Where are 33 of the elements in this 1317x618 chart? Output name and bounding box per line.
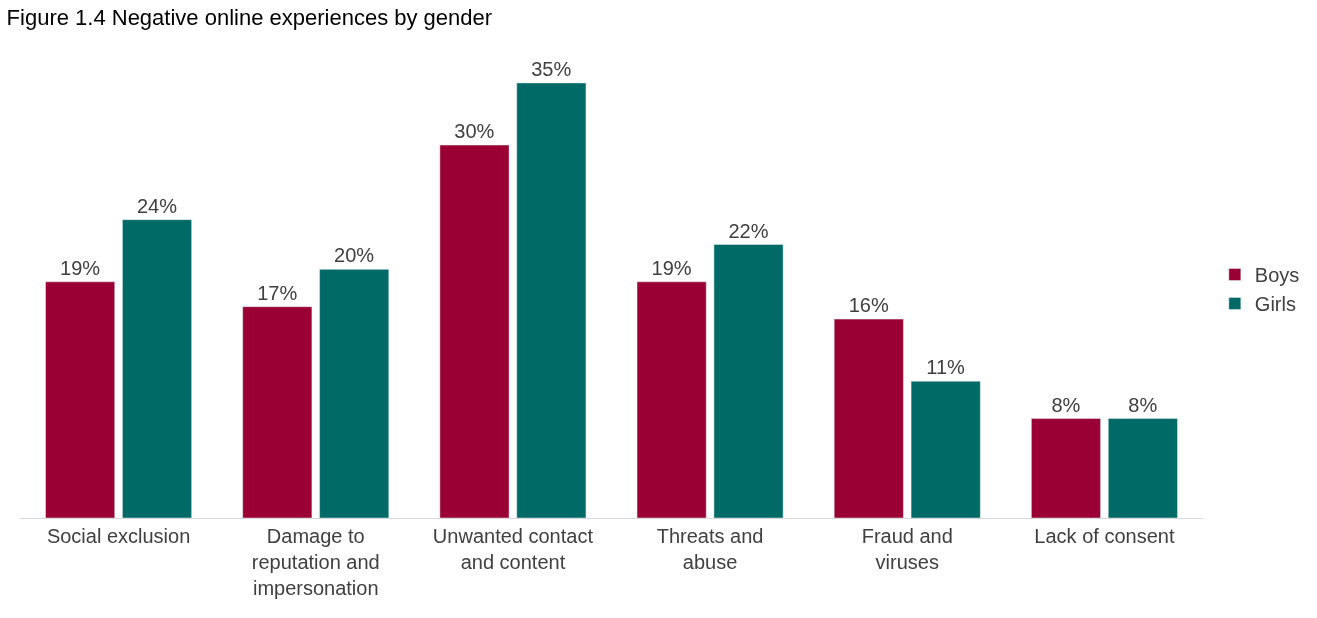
bar — [1108, 418, 1178, 518]
data-label: 22% — [728, 219, 769, 242]
bar — [1031, 418, 1101, 518]
bar — [45, 281, 115, 518]
data-label: 19% — [651, 256, 692, 279]
x-tick-label: Lack of consent — [1034, 525, 1175, 547]
x-tick-label: Social exclusion — [46, 525, 191, 547]
bar — [636, 281, 707, 518]
legend-label: Girls — [1254, 293, 1296, 316]
data-label: 16% — [848, 294, 889, 317]
x-tick-label: Damage to reputation and impersonation — [251, 525, 380, 599]
legend-label: Boys — [1254, 264, 1300, 287]
bar — [833, 318, 904, 518]
x-tick-label: Fraud and viruses — [861, 525, 953, 573]
chart-title: Figure 1.4 Negative online experiences by gender — [6, 4, 493, 30]
bar — [122, 219, 192, 518]
data-label: 30% — [454, 120, 495, 143]
bar — [439, 144, 510, 518]
bar — [242, 306, 313, 518]
x-tick-label: Unwanted contact and content — [432, 525, 594, 573]
data-label: 35% — [531, 57, 572, 80]
data-label: 19% — [60, 256, 101, 279]
bar — [516, 82, 587, 518]
data-label: 8% — [1128, 393, 1158, 416]
x-tick-label: Threats and abuse — [656, 525, 764, 573]
data-label: 20% — [334, 244, 375, 267]
bar — [910, 381, 981, 518]
data-label: 8% — [1051, 393, 1081, 416]
data-label: 24% — [136, 194, 178, 217]
bar — [319, 269, 390, 518]
data-label: 17% — [257, 281, 298, 304]
bar — [713, 244, 784, 518]
data-label: 11% — [926, 356, 966, 379]
